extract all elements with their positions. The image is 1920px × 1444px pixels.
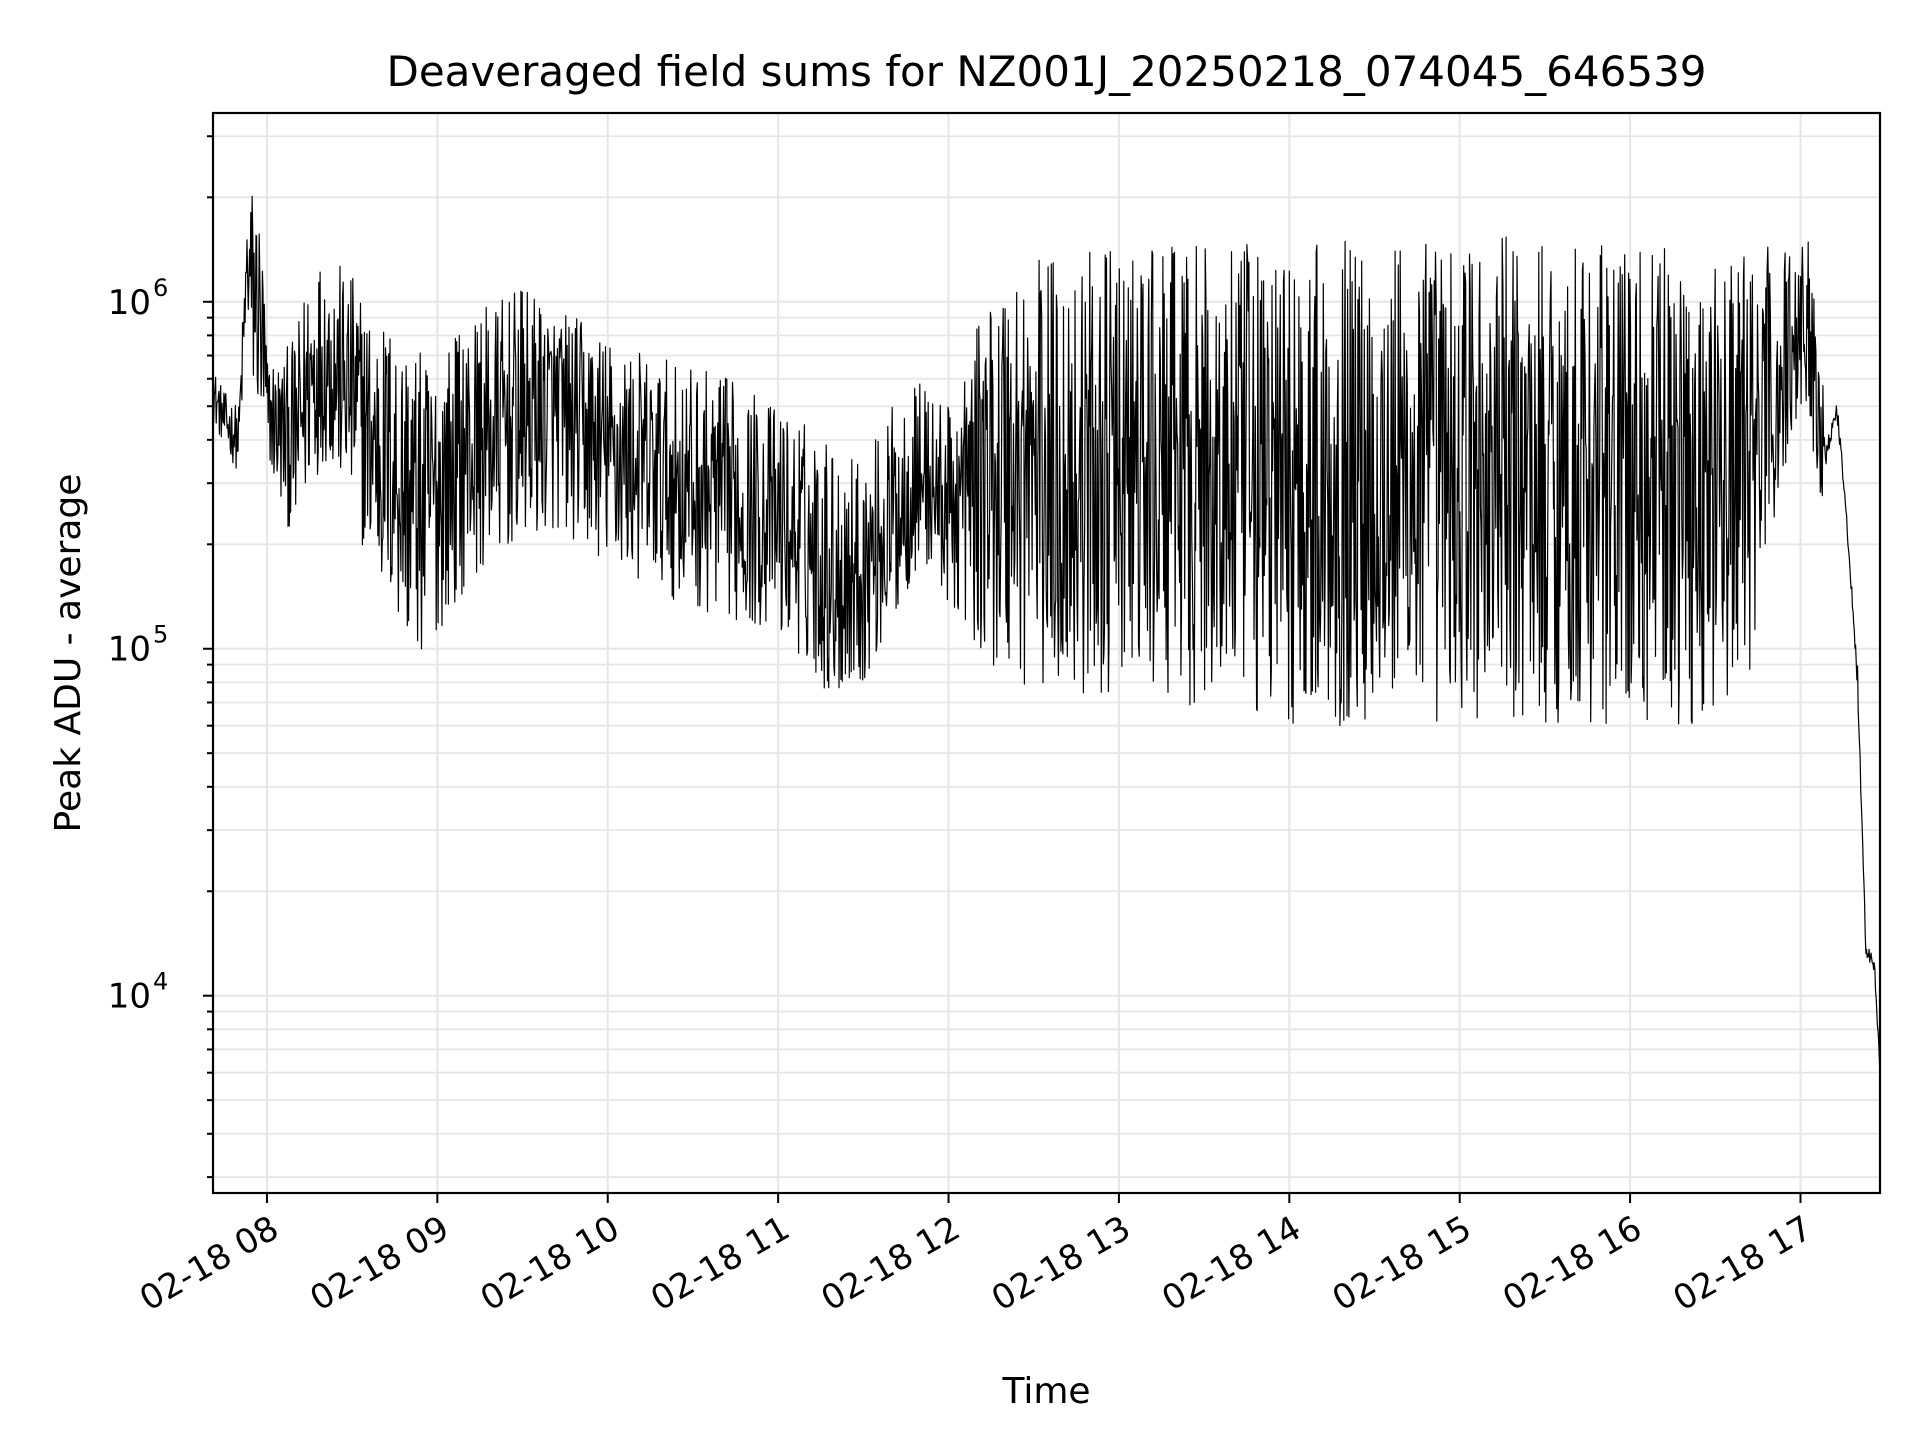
- series-line: [212, 195, 1881, 1071]
- y-tick-label: 10: [108, 977, 151, 1017]
- y-tick-label-base: 10: [108, 630, 151, 670]
- plot-frame: [211, 111, 1882, 1195]
- y-tick-label-exponent: 4: [153, 968, 168, 996]
- y-tick-label-exponent: 6: [153, 274, 168, 302]
- y-tick-label-base: 10: [108, 283, 151, 323]
- data-series: [212, 195, 1881, 1071]
- y-tick-label-base: 10: [108, 977, 151, 1017]
- y-axis-label: Peak ADU - average: [48, 474, 89, 833]
- y-tick-label: 10: [108, 283, 151, 323]
- chart-title: Deaveraged field sums for NZ001J_2025021…: [386, 47, 1706, 96]
- x-axis-label: Time: [1001, 1371, 1090, 1412]
- y-tick-label: 10: [108, 630, 151, 670]
- y-tick-label-exponent: 5: [153, 621, 168, 649]
